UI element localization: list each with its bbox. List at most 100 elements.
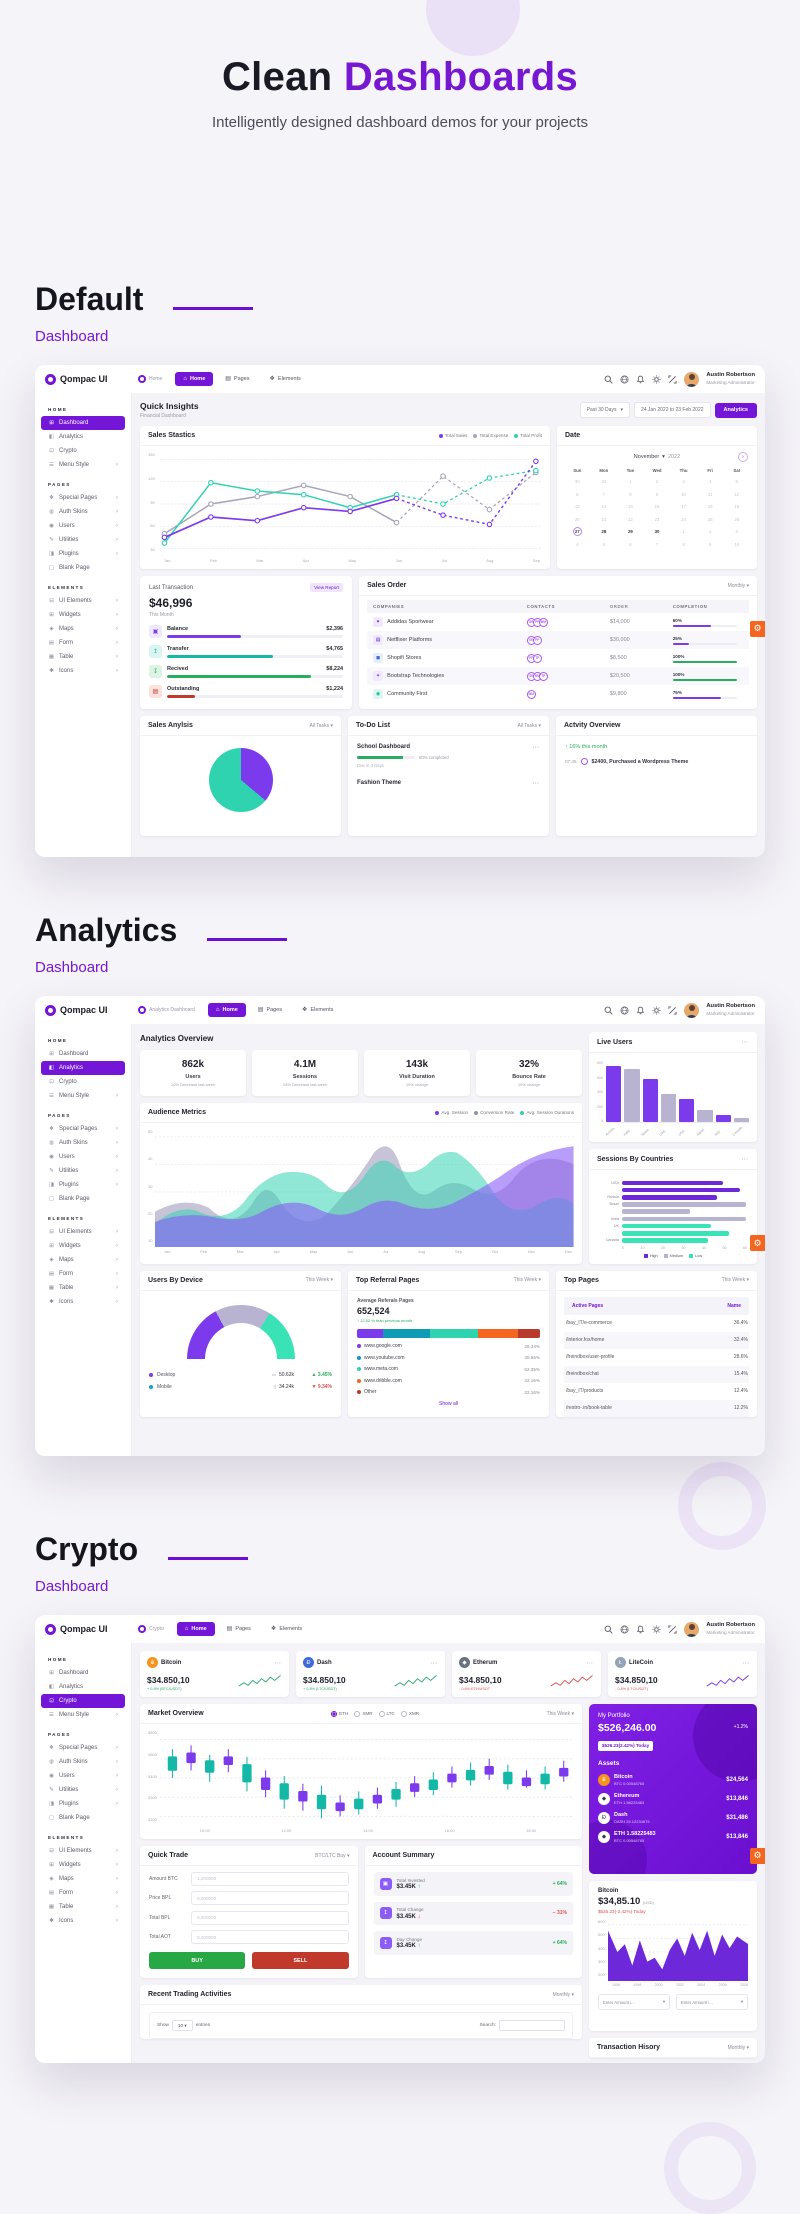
week-filter[interactable]: This Week ▾ <box>546 1710 574 1717</box>
calendar-day[interactable]: 2 <box>655 479 659 485</box>
table-row[interactable]: ◉ Community First MM $9,800 75% <box>367 685 749 703</box>
pair-filter[interactable]: BTC/LTC Buy ▾ <box>315 1852 350 1859</box>
trade-input[interactable]: 0,000000 <box>191 1930 349 1944</box>
radio-option[interactable]: LTC <box>378 1710 395 1717</box>
more-options-icon[interactable]: ⋯ <box>532 744 540 751</box>
nav-home[interactable]: ⌂ Home <box>175 372 214 386</box>
sidebar-item[interactable]: Home <box>41 1653 125 1666</box>
asset-row[interactable]: Ð Dash DASH 25.12234675 $31,486 <box>598 1812 748 1824</box>
table-row[interactable]: ◼ Shopifi Stores PP TP $8,500 100% <box>367 649 749 667</box>
sidebar-item[interactable]: Elements <box>41 1212 125 1225</box>
theme-icon[interactable] <box>652 1624 661 1634</box>
sidebar-item[interactable]: ◉ Users › <box>41 519 125 533</box>
week-filter[interactable]: This Week ▾ <box>305 1277 333 1284</box>
referral-row[interactable]: www.dribble.com 32.16% <box>357 1378 540 1384</box>
app-logo[interactable]: Qompac UI <box>45 373 131 385</box>
sidebar-item[interactable]: Home <box>41 403 125 416</box>
sidebar-item[interactable]: ⊞ Dashboard <box>41 1047 125 1061</box>
calendar-day[interactable]: 6 <box>576 491 579 497</box>
sidebar-item[interactable]: ▢ Blank Page <box>41 561 125 575</box>
theme-icon[interactable] <box>652 374 661 384</box>
notification-icon[interactable] <box>636 375 645 384</box>
table-row[interactable]: /freindbox/chat 15.4% <box>564 1365 749 1383</box>
sell-button[interactable]: SELL <box>252 1952 349 1969</box>
calendar-day[interactable]: 4 <box>708 479 712 485</box>
sidebar-item[interactable]: ◨ Plugins › <box>41 1797 125 1811</box>
notification-icon[interactable] <box>636 1006 645 1015</box>
sidebar-item[interactable]: ◈ Maps › <box>41 1872 125 1886</box>
todo-item[interactable]: Fashion Theme ⋯ <box>357 780 540 787</box>
calendar-day[interactable]: 28 <box>601 529 607 535</box>
calendar-day[interactable]: 18 <box>707 504 713 510</box>
calendar-day[interactable]: 8 <box>629 491 632 497</box>
radio-option[interactable]: XMR <box>400 1710 419 1717</box>
fullscreen-icon[interactable] <box>668 374 677 384</box>
sidebar-item[interactable]: ⊡ Crypto <box>41 1075 125 1089</box>
table-row[interactable]: /freindbox/user-profile 28.6% <box>566 1354 748 1361</box>
sidebar-item[interactable]: ◧ Analytics <box>41 1680 125 1694</box>
calendar-day[interactable]: 5 <box>602 541 606 547</box>
nav-pages[interactable]: ▤ Pages <box>217 372 257 386</box>
calendar-day[interactable]: 7 <box>655 541 659 547</box>
sidebar-item[interactable]: ◉ Users › <box>41 1769 125 1783</box>
nav-elements[interactable]: ❖ Elements <box>270 1626 303 1632</box>
sidebar-item[interactable]: ⊡ Crypto <box>41 1694 125 1708</box>
radio-option[interactable]: ETH <box>331 1710 348 1717</box>
calendar-day[interactable]: 19 <box>734 504 740 510</box>
calendar-day[interactable]: 27 <box>565 526 590 538</box>
sidebar-item[interactable]: ⊞ Dashboard <box>41 1666 125 1680</box>
sidebar-item[interactable]: ❖ Special Pages › <box>41 1122 125 1136</box>
calendar-day[interactable]: 20 <box>574 516 580 522</box>
analytics-button[interactable]: Analytics <box>714 402 757 418</box>
sidebar-item[interactable]: ✎ Utilities › <box>41 1164 125 1178</box>
calendar-day[interactable]: 4 <box>576 541 579 547</box>
calendar-day[interactable]: 24 <box>681 516 686 522</box>
table-row[interactable]: ▤ Netflixer Platforms SR PP $30,000 25% <box>367 631 749 649</box>
sidebar-item[interactable]: ❖ Special Pages › <box>41 491 125 505</box>
sidebar-item[interactable]: ⊞ Widgets › <box>41 1858 125 1872</box>
sidebar-item[interactable]: ☰ Menu Style › <box>41 458 125 472</box>
monthly-filter[interactable]: Monthly ▾ <box>727 582 749 589</box>
fullscreen-icon[interactable] <box>668 1624 677 1634</box>
show-all-link[interactable]: Show all <box>439 1401 458 1408</box>
sidebar-item[interactable]: Home <box>41 1034 125 1047</box>
settings-gear-button[interactable]: ⚙ <box>750 1847 765 1864</box>
calendar-day[interactable]: 21 <box>601 516 607 522</box>
asset-row[interactable]: ◆ Ethereum ETH 1.58225483 $13,846 <box>598 1793 748 1805</box>
sidebar-item[interactable]: ◍ Auth Skins › <box>41 505 125 519</box>
sidebar-item[interactable]: ⊡ Crypto <box>41 444 125 458</box>
calendar-day[interactable]: 3 <box>735 529 738 535</box>
nav-pages[interactable]: ▤ Pages <box>257 1007 283 1013</box>
tasks-filter[interactable]: All Tasks ▾ <box>309 722 333 729</box>
sidebar-item[interactable]: ⊞ Widgets › <box>41 1239 125 1253</box>
nav-elements[interactable]: ❖ Elements <box>302 1007 334 1013</box>
calendar-day[interactable]: 25 <box>707 516 713 522</box>
calendar-day[interactable]: 8 <box>682 541 685 547</box>
referral-row[interactable]: www.youtube.com 45.56% <box>357 1355 540 1361</box>
week-filter[interactable]: This Week ▾ <box>513 1277 541 1284</box>
sidebar-item[interactable]: Pages <box>41 1109 125 1122</box>
amount-select[interactable]: Enter Amount i... ▾ <box>598 1994 670 2010</box>
tasks-filter[interactable]: All Tasks ▾ <box>517 722 541 729</box>
nav-home[interactable]: ⌂ Home <box>176 1622 215 1636</box>
sidebar-item[interactable]: ▤ Form › <box>41 636 125 650</box>
sidebar-item[interactable]: ❖ Special Pages › <box>41 1741 125 1755</box>
user-avatar[interactable] <box>684 371 700 387</box>
calendar-day[interactable]: 7 <box>602 491 606 497</box>
calendar-day[interactable]: 30 <box>654 529 660 535</box>
theme-icon[interactable] <box>652 1005 661 1015</box>
calendar-day[interactable]: 26 <box>734 516 740 522</box>
amount-select[interactable]: Enter Amount i... ▾ <box>676 1994 748 2010</box>
calendar-day[interactable]: 1 <box>629 479 632 485</box>
sidebar-item[interactable]: ⊞ Dashboard <box>41 416 125 430</box>
calendar-year[interactable]: 2022 <box>667 454 681 460</box>
calendar-day[interactable]: 11 <box>707 491 713 497</box>
calendar-day[interactable]: 22 <box>628 516 633 522</box>
calendar-day[interactable]: 2 <box>708 529 712 535</box>
sidebar-item[interactable]: ☰ Menu Style › <box>41 1089 125 1103</box>
sidebar-item[interactable]: ◈ Maps › <box>41 622 125 636</box>
todo-item[interactable]: School Dashboard ⋯ 80% completed Due in 3… <box>357 744 540 768</box>
more-options-icon[interactable]: ⋯ <box>532 780 540 787</box>
calendar-day[interactable]: 10 <box>681 491 686 497</box>
search-icon[interactable] <box>604 1625 613 1634</box>
